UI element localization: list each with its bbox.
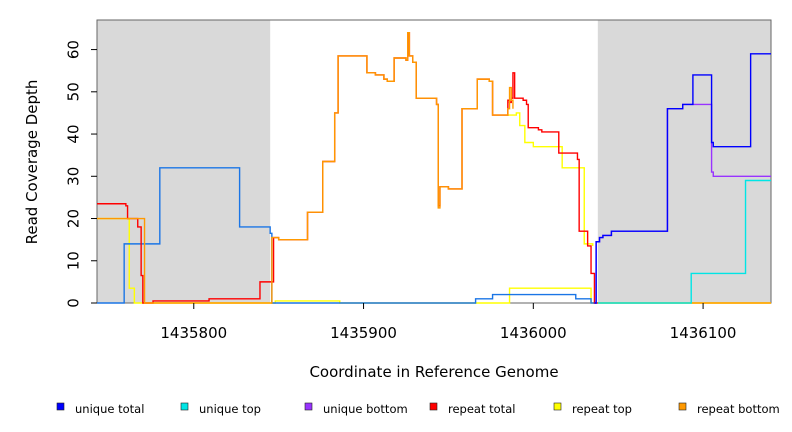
legend-item: repeat total	[429, 402, 515, 416]
y-tick-label: 60	[65, 40, 83, 59]
series-line-unique-top	[597, 179, 771, 304]
legend-label: unique total	[75, 402, 144, 416]
y-tick-label: 10	[65, 251, 83, 270]
legend-item: unique top	[180, 402, 261, 416]
y-tick-label: 0	[65, 298, 83, 308]
series-layer	[97, 31, 771, 304]
x-axis: 1435800 1435900 1436000 1436100	[160, 303, 736, 342]
legend-swatch	[56, 402, 65, 411]
legend-label: repeat bottom	[697, 402, 780, 416]
legend-label: unique bottom	[323, 402, 408, 416]
series-line-unique-total	[594, 53, 771, 304]
y-tick-label: 20	[65, 209, 83, 228]
series-line-repeat-bottom	[97, 31, 514, 304]
legend-item: unique total	[56, 402, 144, 416]
series-line-repeat-top	[97, 217, 771, 304]
x-tick-label: 1435800	[160, 324, 227, 342]
legend-swatch	[678, 402, 687, 411]
y-tick-label: 50	[65, 82, 83, 101]
legend-swatch	[553, 402, 562, 411]
y-tick-label: 40	[65, 124, 83, 143]
legend-swatch	[180, 402, 189, 411]
legend: unique total unique top unique bottom repea…	[56, 402, 780, 416]
legend-label: repeat total	[448, 402, 515, 416]
legend-item: repeat top	[553, 402, 632, 416]
y-tick-label: 30	[65, 167, 83, 186]
legend-item: unique bottom	[304, 402, 408, 416]
legend-item: repeat bottom	[678, 402, 780, 416]
legend-label: repeat top	[572, 402, 632, 416]
shaded-regions	[97, 20, 771, 303]
shaded-region	[597, 20, 771, 303]
y-axis-title: Read Coverage Depth	[23, 80, 41, 245]
legend-swatch	[304, 402, 313, 411]
legend-swatch	[429, 402, 438, 411]
x-tick-label: 1435900	[330, 324, 397, 342]
x-tick-label: 1436000	[500, 324, 567, 342]
legend-label: unique top	[199, 402, 261, 416]
x-tick-label: 1436100	[670, 324, 737, 342]
series-line-repeat-top	[507, 112, 594, 246]
y-axis: 0 10 20 30 40 50 60	[65, 40, 97, 308]
x-axis-title: Coordinate in Reference Genome	[309, 363, 558, 381]
shaded-region	[97, 20, 271, 303]
